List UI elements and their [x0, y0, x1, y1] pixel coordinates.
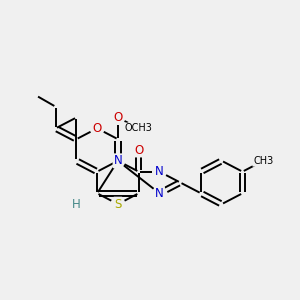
Text: CH3: CH3 — [253, 156, 273, 166]
Text: O: O — [134, 143, 143, 157]
Text: O: O — [113, 111, 122, 124]
Text: N: N — [155, 187, 164, 200]
Text: H: H — [72, 198, 81, 211]
Text: OCH3: OCH3 — [125, 123, 153, 133]
Text: S: S — [114, 198, 122, 211]
Text: N: N — [155, 165, 164, 178]
Text: O: O — [92, 122, 102, 135]
Text: N: N — [113, 154, 122, 167]
